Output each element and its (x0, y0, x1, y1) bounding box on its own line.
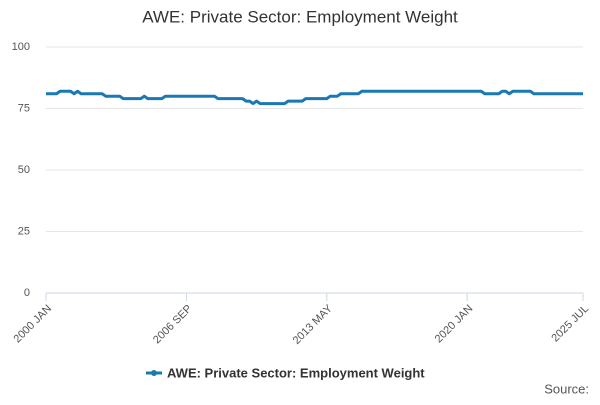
y-tick-label: 75 (18, 102, 30, 114)
x-tick-label: 2000 JAN (12, 303, 55, 346)
chart-title: AWE: Private Sector: Employment Weight (142, 7, 458, 26)
legend-label: AWE: Private Sector: Employment Weight (167, 365, 425, 380)
y-tick-label: 0 (24, 287, 30, 299)
data-line (46, 89, 583, 106)
x-tick-label: 2006 SEP (151, 303, 195, 347)
y-tick-label: 25 (18, 225, 30, 237)
source: Source: (544, 381, 589, 396)
x-tick-label: 2013 MAY (291, 302, 336, 347)
x-tick-label: 2025 JUL (549, 303, 591, 345)
y-tick-label: 50 (18, 164, 30, 176)
legend-marker (151, 370, 157, 376)
x-tick-label: 2020 JAN (433, 303, 476, 346)
y-tick-label: 100 (12, 41, 30, 53)
